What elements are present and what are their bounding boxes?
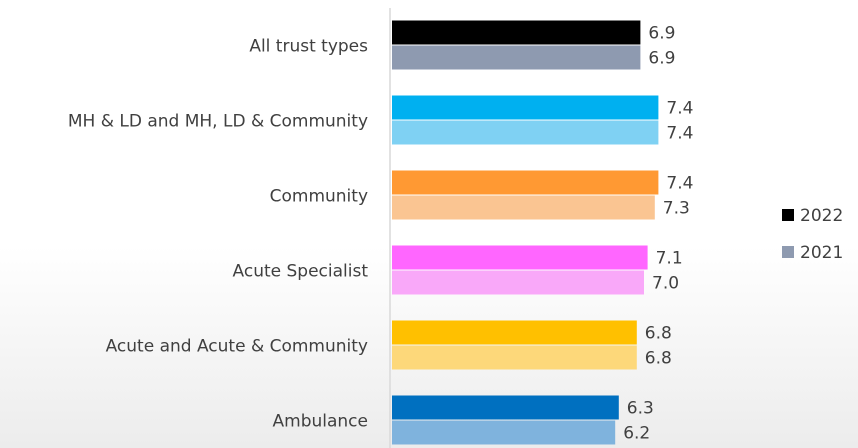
- bar: [392, 170, 659, 195]
- value-label: 6.9: [648, 49, 675, 69]
- category-label: Community: [270, 187, 368, 207]
- bar: [392, 45, 641, 70]
- legend-swatch: [782, 246, 794, 258]
- legend-label: 2021: [800, 243, 843, 263]
- value-label: 6.8: [645, 324, 672, 344]
- legend-label: 2022: [800, 206, 843, 226]
- legend-swatch: [782, 209, 794, 221]
- category-label: MH & LD and MH, LD & Community: [68, 112, 368, 132]
- bar: [392, 420, 616, 445]
- bar: [392, 345, 637, 370]
- value-label: 7.4: [666, 124, 693, 144]
- bar: [392, 395, 619, 420]
- bar: [392, 120, 659, 145]
- bar: [392, 195, 655, 220]
- value-label: 7.3: [663, 199, 690, 219]
- value-label: 7.0: [652, 274, 679, 294]
- category-label: Acute Specialist: [233, 262, 369, 282]
- value-label: 6.9: [648, 24, 675, 44]
- value-label: 6.8: [645, 349, 672, 369]
- value-label: 6.2: [623, 424, 650, 444]
- value-label: 7.1: [656, 249, 683, 269]
- bar: [392, 95, 659, 120]
- bar: [392, 245, 648, 270]
- category-label: Acute and Acute & Community: [106, 337, 368, 357]
- value-label: 7.4: [666, 99, 693, 119]
- value-label: 6.3: [627, 399, 654, 419]
- bar: [392, 270, 644, 295]
- category-label: Ambulance: [273, 412, 368, 432]
- category-label: All trust types: [249, 37, 368, 57]
- value-label: 7.4: [666, 174, 693, 194]
- bar: [392, 20, 641, 45]
- bar: [392, 320, 637, 345]
